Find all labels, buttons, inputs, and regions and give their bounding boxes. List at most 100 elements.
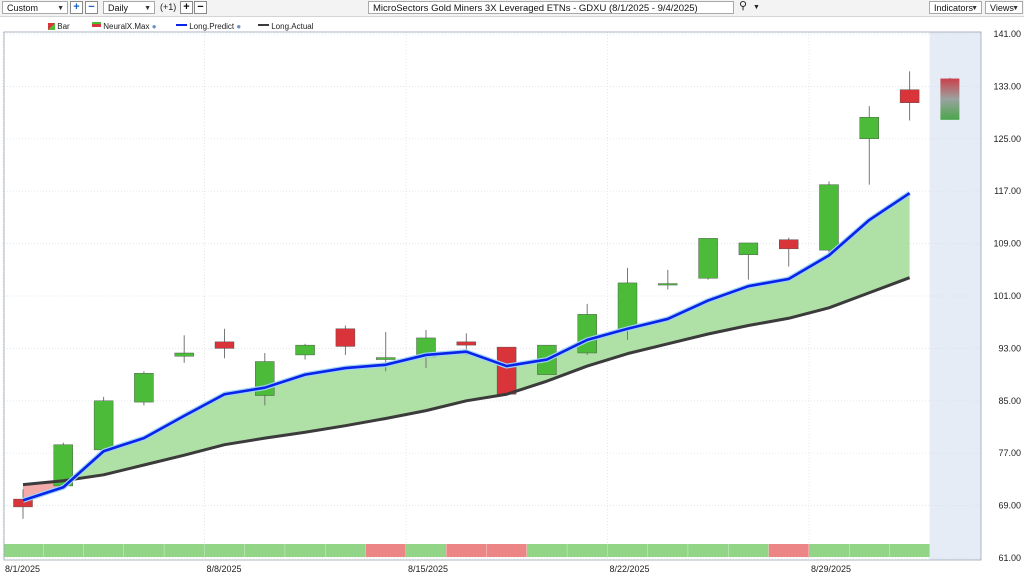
- signal-strip-cell: [285, 544, 326, 557]
- signal-strip-cell: [83, 544, 124, 557]
- signal-strip-cell: [809, 544, 849, 557]
- legend-neuralx[interactable]: NeuralX.Max ●: [92, 21, 157, 33]
- candle-body: [376, 357, 396, 360]
- zoom-in-button[interactable]: +: [70, 1, 83, 14]
- signal-strip-cell: [204, 544, 245, 557]
- x-tick-label: 8/22/2025: [610, 564, 650, 574]
- y-tick-label: 61.00: [998, 553, 1021, 563]
- candle-body: [940, 78, 960, 120]
- x-tick-label: 8/8/2025: [207, 564, 242, 574]
- candle-body: [174, 352, 194, 357]
- legend-long-predict-label: Long.Predict: [189, 22, 235, 31]
- plot-frame: [3, 31, 982, 561]
- candle-body: [698, 238, 718, 279]
- candle-body: [456, 341, 476, 346]
- y-tick-label: 117.00: [994, 186, 1021, 196]
- signal-strip-cell: [889, 544, 930, 557]
- chevron-down-icon[interactable]: ▼: [753, 4, 760, 11]
- symbol-title-field[interactable]: MicroSectors Gold Miners 3X Leveraged ET…: [368, 1, 734, 14]
- signal-strip-cell: [526, 544, 567, 557]
- chart-area[interactable]: 8/1/2025 8/8/2025 8/15/2025 8/22/2025 8/29/2…: [0, 16, 1024, 580]
- y-tick-label: 141.00: [993, 29, 1021, 39]
- candle-body: [779, 239, 799, 250]
- chevron-down-icon: ▼: [971, 5, 978, 12]
- y-tick-label: 125.00: [993, 134, 1021, 144]
- candle-body: [738, 242, 759, 255]
- legend-bar-label: Bar: [57, 22, 70, 31]
- x-tick-label: 8/29/2025: [811, 564, 851, 574]
- signal-strip-cell: [164, 544, 205, 557]
- neuralx-swatch-icon: [92, 22, 101, 27]
- y-tick-label: 133.00: [993, 81, 1021, 91]
- chevron-down-icon: ▼: [1012, 5, 1019, 12]
- period-select[interactable]: Custom ▼: [2, 1, 68, 14]
- offset-decrease-button[interactable]: −: [194, 1, 207, 14]
- legend-long-predict[interactable]: Long.Predict ●: [176, 21, 241, 33]
- signal-strip-cell: [728, 544, 769, 557]
- views-button[interactable]: Views ▼: [985, 1, 1023, 14]
- candle-body: [295, 344, 315, 356]
- symbol-title: MicroSectors Gold Miners 3X Leveraged ET…: [373, 3, 698, 14]
- y-tick-label: 85.00: [998, 396, 1021, 406]
- candle-body: [335, 328, 356, 347]
- long-actual-line: [22, 276, 911, 487]
- period-value: Custom: [7, 3, 39, 13]
- legend-bar[interactable]: Bar: [48, 21, 70, 33]
- y-tick-label: 109.00: [993, 239, 1021, 249]
- predict-swatch-icon: [176, 24, 187, 26]
- y-tick-label: 93.00: [998, 343, 1021, 353]
- predict-actual-fill: [23, 193, 910, 501]
- y-tick-label: 77.00: [998, 448, 1021, 458]
- candle-body: [617, 282, 638, 329]
- signal-strip-cell: [123, 544, 164, 557]
- signal-strip-cell: [244, 544, 285, 557]
- candle-body: [496, 346, 517, 395]
- offset-increase-button[interactable]: +: [180, 1, 193, 14]
- candle-body: [134, 373, 154, 403]
- signal-strip-cell: [768, 544, 809, 557]
- x-tick-label: 8/15/2025: [408, 564, 448, 574]
- x-tick-label: 8/1/2025: [5, 564, 40, 574]
- info-dot-icon: ●: [151, 22, 157, 31]
- candle-body: [577, 314, 597, 354]
- views-label: Views: [990, 3, 1014, 13]
- signal-strip-cell: [446, 544, 487, 557]
- info-dot-icon: ●: [236, 22, 242, 31]
- chevron-down-icon: ▼: [144, 5, 151, 12]
- signal-strip-cell: [647, 544, 688, 557]
- indicators-button[interactable]: Indicators ▼: [929, 1, 982, 14]
- search-icon[interactable]: ⚲: [739, 0, 748, 12]
- price-chart[interactable]: 8/1/2025 8/8/2025 8/15/2025 8/22/2025 8/29/2…: [0, 16, 1024, 580]
- long-predict-line: [22, 192, 911, 502]
- candle-body: [859, 116, 879, 139]
- legend-long-actual-label: Long.Actual: [271, 22, 314, 31]
- y-tick-label: 69.00: [998, 501, 1021, 511]
- zoom-out-button[interactable]: −: [85, 1, 98, 14]
- signal-strip-cell: [607, 544, 648, 557]
- bar-swatch-icon: [48, 23, 55, 30]
- candle-body: [214, 341, 235, 349]
- signal-strip-cell: [849, 544, 890, 557]
- signal-strip-cell: [325, 544, 366, 557]
- y-tick-label: 101.00: [993, 291, 1021, 301]
- signal-strip-cell: [567, 544, 608, 557]
- signal-strip-cell: [486, 544, 527, 557]
- signal-strip-cell: [365, 544, 406, 557]
- indicators-label: Indicators: [934, 3, 974, 13]
- signal-strip-cell: [43, 544, 84, 557]
- chevron-down-icon: ▼: [57, 5, 64, 12]
- signal-strip-cell: [4, 544, 43, 557]
- interval-select[interactable]: Daily ▼: [103, 1, 155, 14]
- offset-label: (+1): [160, 2, 177, 12]
- signal-strip-cell: [688, 544, 729, 557]
- interval-value: Daily: [108, 3, 129, 13]
- candle-body: [93, 400, 114, 451]
- legend-neuralx-label: NeuralX.Max: [103, 22, 150, 31]
- candle-body: [658, 283, 678, 286]
- legend-long-actual[interactable]: Long.Actual: [258, 21, 314, 33]
- actual-swatch-icon: [258, 24, 269, 26]
- toolbar: Custom ▼ + − Daily ▼ (+1) + − MicroSecto…: [0, 0, 1024, 17]
- candle-body: [899, 89, 920, 103]
- signal-strip-cell: [406, 544, 446, 557]
- candle-body: [819, 184, 839, 251]
